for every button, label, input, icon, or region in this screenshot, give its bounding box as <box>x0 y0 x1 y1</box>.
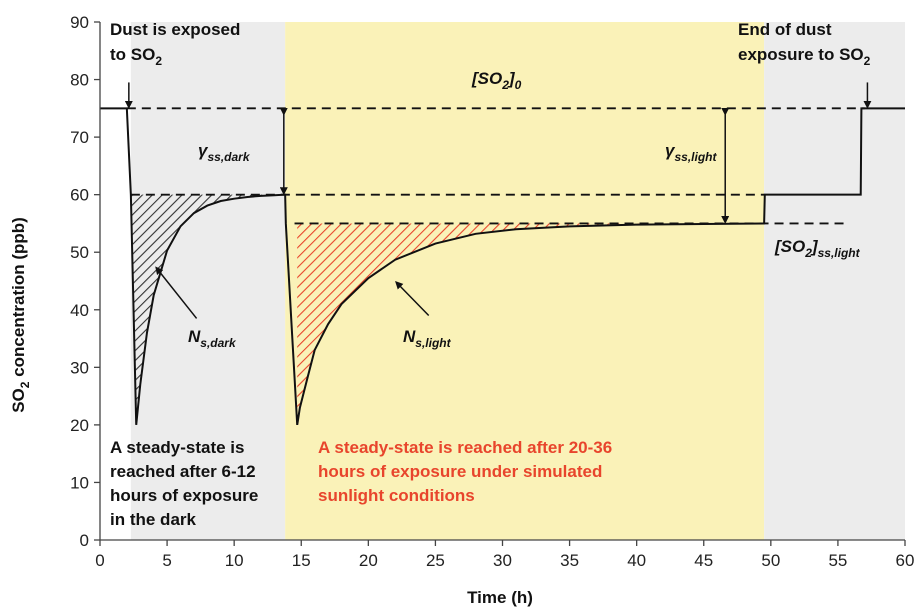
y-tick-label: 60 <box>70 186 89 205</box>
x-tick-label: 35 <box>560 551 579 570</box>
y-tick-label: 50 <box>70 243 89 262</box>
gamma-dark-label: γss,dark <box>198 141 251 164</box>
y-tick-label: 10 <box>70 473 89 492</box>
x-tick-label: 60 <box>896 551 915 570</box>
dark-steady-state-text: A steady-state is reached after 6-12 hou… <box>110 438 263 529</box>
y-tick-label: 20 <box>70 416 89 435</box>
hatched-regions <box>130 194 765 425</box>
x-tick-label: 25 <box>426 551 445 570</box>
gamma-light-label: γss,light <box>665 141 717 164</box>
x-tick-label: 50 <box>761 551 780 570</box>
x-axis-title: Time (h) <box>467 588 533 607</box>
n-light-label: Ns,light <box>403 327 452 350</box>
y-tick-label: 30 <box>70 358 89 377</box>
y-axis-title: SO2 concentration (ppb) <box>9 217 32 413</box>
x-tick-label: 0 <box>95 551 104 570</box>
hatched-area-1 <box>297 223 765 425</box>
x-tick-label: 20 <box>359 551 378 570</box>
x-tick-label: 10 <box>225 551 244 570</box>
y-tick-label: 90 <box>70 13 89 32</box>
x-tick-label: 40 <box>627 551 646 570</box>
n-dark-label: Ns,dark <box>188 327 237 350</box>
x-tick-label: 45 <box>694 551 713 570</box>
x-tick-label: 30 <box>493 551 512 570</box>
x-tick-label: 5 <box>162 551 171 570</box>
series-line <box>100 107 905 426</box>
annotation-arrows <box>124 82 872 319</box>
so2-0-label: [SO2]0 <box>471 69 522 92</box>
axes: 0 5 10 15 20 25 30 35 40 45 50 55 60 0 10 20 30 40 50 60 70 8… <box>70 13 914 570</box>
light-steady-state-text: A steady-state is reached after 20-36 ho… <box>318 438 617 505</box>
y-tick-label: 80 <box>70 71 89 90</box>
hatched-area-0 <box>130 194 286 425</box>
y-tick-label: 0 <box>80 531 89 550</box>
x-tick-label: 15 <box>292 551 311 570</box>
n-light-arrow <box>395 281 430 317</box>
x-tick-label: 55 <box>828 551 847 570</box>
y-tick-label: 40 <box>70 301 89 320</box>
dust-exposed-label: Dust is exposed to SO2 <box>110 20 245 68</box>
y-tick-label: 70 <box>70 128 89 147</box>
shaded-region-2 <box>764 22 905 540</box>
data-line <box>100 107 905 426</box>
so2-ss-light-label: [SO2]ss,light <box>774 237 861 260</box>
n-dark-arrow <box>155 266 198 319</box>
end-exposure-label: End of dust exposure to SO2 <box>738 20 871 68</box>
